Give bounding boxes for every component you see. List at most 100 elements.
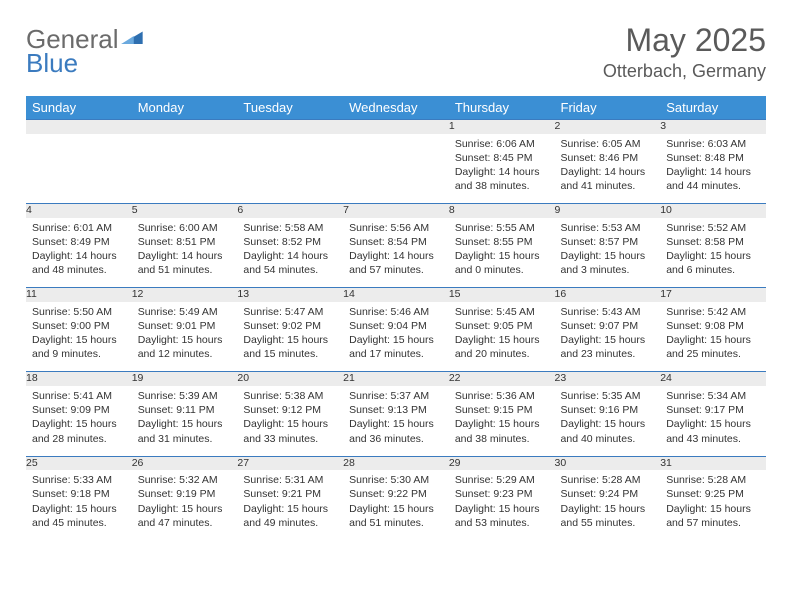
sunrise-row: Sunrise: 5:36 AM [455, 390, 535, 402]
sunset-row: Sunset: 9:04 PM [349, 320, 427, 332]
sunset-row: Sunset: 8:45 PM [455, 152, 533, 164]
daylight-row: Daylight: 15 hours and 55 minutes. [561, 503, 646, 529]
day-details: Sunrise: 5:43 AMSunset: 9:07 PMDaylight:… [555, 302, 661, 368]
day-cell: Sunrise: 5:33 AMSunset: 9:18 PMDaylight:… [26, 470, 132, 540]
day-cell: Sunrise: 5:41 AMSunset: 9:09 PMDaylight:… [26, 386, 132, 456]
sunrise-row: Sunrise: 5:55 AM [455, 222, 535, 234]
sunset-row: Sunset: 9:18 PM [32, 488, 110, 500]
sunset-row: Sunset: 9:09 PM [32, 404, 110, 416]
day-cell: Sunrise: 5:47 AMSunset: 9:02 PMDaylight:… [237, 302, 343, 372]
day-cell: Sunrise: 5:38 AMSunset: 9:12 PMDaylight:… [237, 386, 343, 456]
daylight-row: Daylight: 15 hours and 31 minutes. [138, 418, 223, 444]
sunrise-row: Sunrise: 5:45 AM [455, 306, 535, 318]
sunrise-row: Sunrise: 5:34 AM [666, 390, 746, 402]
day-details: Sunrise: 5:56 AMSunset: 8:54 PMDaylight:… [343, 218, 449, 284]
weekday-header: Wednesday [343, 96, 449, 120]
day-details: Sunrise: 5:47 AMSunset: 9:02 PMDaylight:… [237, 302, 343, 368]
day-number: 8 [449, 204, 555, 218]
day-number: 13 [237, 288, 343, 302]
daylight-row: Daylight: 14 hours and 48 minutes. [32, 250, 117, 276]
daylight-row: Daylight: 15 hours and 12 minutes. [138, 334, 223, 360]
triangle-icon [121, 24, 143, 47]
day-cell: Sunrise: 5:46 AMSunset: 9:04 PMDaylight:… [343, 302, 449, 372]
sunset-row: Sunset: 9:00 PM [32, 320, 110, 332]
calendar-body: 123Sunrise: 6:06 AMSunset: 8:45 PMDaylig… [26, 120, 766, 541]
day-cell: Sunrise: 5:43 AMSunset: 9:07 PMDaylight:… [555, 302, 661, 372]
sunset-row: Sunset: 9:13 PM [349, 404, 427, 416]
day-cell: Sunrise: 5:39 AMSunset: 9:11 PMDaylight:… [132, 386, 238, 456]
day-cell: Sunrise: 6:06 AMSunset: 8:45 PMDaylight:… [449, 134, 555, 204]
daylight-row: Daylight: 15 hours and 3 minutes. [561, 250, 646, 276]
sunrise-row: Sunrise: 6:03 AM [666, 138, 746, 150]
day-number: 29 [449, 456, 555, 470]
day-details: Sunrise: 5:29 AMSunset: 9:23 PMDaylight:… [449, 470, 555, 536]
day-cell: Sunrise: 5:45 AMSunset: 9:05 PMDaylight:… [449, 302, 555, 372]
day-cell: Sunrise: 5:55 AM Sunset: 8:55 PM Daylight:… [449, 218, 555, 288]
day-number: 30 [555, 456, 661, 470]
calendar-head: SundayMondayTuesdayWednesdayThursdayFrid… [26, 96, 766, 120]
sunset-row: Sunset: 9:24 PM [561, 488, 639, 500]
day-number: 4 [26, 204, 132, 218]
day-details: Sunrise: 5:35 AMSunset: 9:16 PMDaylight:… [555, 386, 661, 452]
empty-cell [237, 134, 343, 204]
day-details: Sunrise: 5:31 AM Sunset: 9:21 PM Daylight:… [237, 470, 343, 536]
daylight-row: Daylight: 15 hours and 6 minutes. [666, 250, 751, 276]
daylight-row: Daylight: 15 hours and 23 minutes. [561, 334, 646, 360]
month-title: May 2025 [603, 22, 766, 59]
day-cell: Sunrise: 5:56 AMSunset: 8:54 PMDaylight:… [343, 218, 449, 288]
sunrise-row: Sunrise: 5:28 AM [666, 474, 746, 486]
location: Otterbach, Germany [603, 61, 766, 82]
sunset-row: Sunset: 8:52 PM [243, 236, 321, 248]
sunset-row: Sunset: 9:16 PM [561, 404, 639, 416]
day-number: 21 [343, 372, 449, 386]
daylight-row: Daylight: 15 hours and 17 minutes. [349, 334, 434, 360]
sunrise-row: Sunrise: 5:30 AM [349, 474, 429, 486]
day-details: Sunrise: 6:03 AMSunset: 8:48 PMDaylight:… [660, 134, 766, 200]
sunrise-row: Sunrise: 5:29 AM [455, 474, 535, 486]
sunset-row: Sunset: 8:55 PM [455, 236, 533, 248]
day-details: Sunrise: 6:06 AMSunset: 8:45 PMDaylight:… [449, 134, 555, 200]
day-details: Sunrise: 5:30 AMSunset: 9:22 PMDaylight:… [343, 470, 449, 536]
sunrise-row: Sunrise: 5:38 AM [243, 390, 323, 402]
empty-cell [132, 120, 238, 134]
day-number: 22 [449, 372, 555, 386]
empty-cell [26, 134, 132, 204]
sunrise-row: Sunrise: 5:58 AM [243, 222, 323, 234]
sunrise-row: Sunrise: 6:05 AM [561, 138, 641, 150]
day-details: Sunrise: 5:55 AM Sunset: 8:55 PM Daylight:… [449, 218, 555, 284]
empty-cell [343, 134, 449, 204]
daylight-row: Daylight: 15 hours and 57 minutes. [666, 503, 751, 529]
day-cell: Sunrise: 6:03 AMSunset: 8:48 PMDaylight:… [660, 134, 766, 204]
day-number: 24 [660, 372, 766, 386]
day-cell: Sunrise: 5:37 AMSunset: 9:13 PMDaylight:… [343, 386, 449, 456]
empty-cell [237, 120, 343, 134]
day-number: 9 [555, 204, 661, 218]
sunrise-row: Sunrise: 5:50 AM [32, 306, 112, 318]
sunrise-row: Sunrise: 5:56 AM [349, 222, 429, 234]
day-cell: Sunrise: 5:30 AMSunset: 9:22 PMDaylight:… [343, 470, 449, 540]
sunset-row: Sunset: 9:07 PM [561, 320, 639, 332]
day-number: 7 [343, 204, 449, 218]
sunset-row: Sunset: 9:21 PM [243, 488, 321, 500]
daylight-row: Daylight: 14 hours and 38 minutes. [455, 166, 540, 192]
day-cell: Sunrise: 5:50 AMSunset: 9:00 PMDaylight:… [26, 302, 132, 372]
daylight-row: Daylight: 15 hours and 0 minutes. [455, 250, 540, 276]
day-number: 5 [132, 204, 238, 218]
sunrise-row: Sunrise: 5:33 AM [32, 474, 112, 486]
sunrise-row: Sunrise: 5:31 AM [243, 474, 323, 486]
daylight-row: Daylight: 15 hours and 15 minutes. [243, 334, 328, 360]
day-number: 3 [660, 120, 766, 134]
daylight-row: Daylight: 15 hours and 38 minutes. [455, 418, 540, 444]
sunset-row: Sunset: 9:11 PM [138, 404, 215, 416]
day-cell: Sunrise: 5:31 AM Sunset: 9:21 PM Daylight:… [237, 470, 343, 540]
day-cell: Sunrise: 6:00 AMSunset: 8:51 PMDaylight:… [132, 218, 238, 288]
empty-cell [343, 120, 449, 134]
day-number: 27 [237, 456, 343, 470]
daylight-row: Daylight: 15 hours and 40 minutes. [561, 418, 646, 444]
daylight-row: Daylight: 15 hours and 47 minutes. [138, 503, 223, 529]
weekday-header: Tuesday [237, 96, 343, 120]
sunrise-row: Sunrise: 5:28 AM [561, 474, 641, 486]
daylight-row: Daylight: 15 hours and 49 minutes. [243, 503, 328, 529]
empty-cell [132, 134, 238, 204]
day-details: Sunrise: 5:34 AMSunset: 9:17 PMDaylight:… [660, 386, 766, 452]
